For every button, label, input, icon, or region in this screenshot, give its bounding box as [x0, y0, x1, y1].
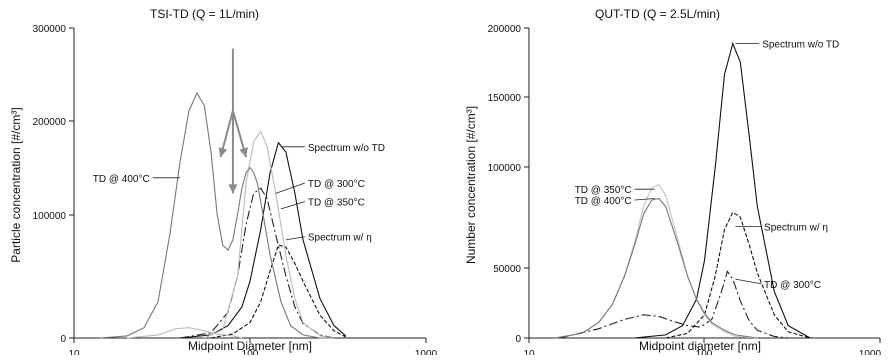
chart-right-ytick-label: 200000 [488, 24, 522, 35]
chart-right: QUT-TD (Q = 2.5L/min) Number concentrati… [464, 7, 882, 360]
chart-left-arrow-head [239, 147, 248, 158]
chart-right-annotation-leader [634, 198, 655, 201]
chart-right-series-line-0 [634, 41, 811, 339]
chart-right-annotation-label: Spectrum w/o TD [762, 40, 839, 51]
chart-right-annotation-label: Spectrum w/ η [764, 222, 828, 233]
chart-left-annotation-label: TD @ 300°C [308, 179, 365, 190]
chart-left-series-line-3 [204, 130, 335, 339]
chart-left-arrow-head [218, 147, 228, 158]
chart-left-ytick-label: 0 [60, 334, 66, 345]
chart-right-annotation-label: TD @ 400°C [575, 196, 632, 207]
chart-left-series-line-2 [179, 187, 335, 339]
chart-right-plot-area: Spectrum w/o TD TD @ 350°CTD @ 400°C Spect… [554, 40, 839, 339]
chart-left-series-line-4 [99, 91, 334, 339]
chart-left-series-line-0 [179, 141, 347, 339]
chart-left-title: TSI-TD (Q = 1L/min) [150, 7, 259, 21]
chart-left-annotation-leader [275, 182, 306, 194]
chart-right-title: QUT-TD (Q = 2.5L/min) [595, 7, 720, 21]
chart-right-ytick-label: 100000 [488, 163, 522, 174]
chart-right-ylabel: Number concentration [#/cm³] [464, 106, 478, 264]
chart-left-xtick-label: 10 [68, 349, 80, 355]
chart-left-series-line-1 [210, 244, 347, 339]
chart-left-xtick-label: 100 [242, 349, 259, 355]
chart-right-series-line-4 [554, 197, 758, 339]
chart-right-annotation-label: TD @ 300°C [764, 280, 821, 291]
chart-right-ytick-label: 50000 [493, 264, 521, 275]
chart-right-xlabel: Midpoint diameter [nm] [639, 339, 761, 353]
chart-left-plot-area: Spectrum w/o TD TD @ 300°C TD @ 350°C Spect… [93, 48, 385, 339]
chart-left-arrow-head [228, 184, 238, 194]
chart-left-xtick-label: 1000 [415, 349, 438, 355]
chart-left-annotation-leader [285, 236, 305, 241]
chart-right-ytick-label: 0 [515, 334, 521, 345]
chart-left-annotation-leader [280, 201, 305, 210]
chart-right-annotation-label: TD @ 350°C [575, 185, 632, 196]
chart-right-xtick-label: 100 [696, 349, 713, 355]
chart-right-annotation-leader [735, 278, 762, 285]
chart-right-series-line-3 [554, 183, 758, 339]
chart-right-series-line-1 [665, 211, 811, 339]
chart-left-annotation-label: TD @ 400°C [93, 174, 150, 185]
chart-left-ytick-label: 300000 [33, 24, 67, 35]
chart-left-annotation-label: TD @ 350°C [308, 198, 365, 209]
chart-right-xtick-label: 10 [523, 349, 535, 355]
chart-left-series-line-5 [126, 327, 243, 339]
chart-left-ytick-label: 200000 [33, 117, 67, 128]
chart-left: TSI-TD (Q = 1L/min) Particle concentrati… [9, 7, 438, 360]
chart-left-annotation-label: Spectrum w/ η [308, 233, 372, 244]
chart-right-series-line-2 [559, 270, 789, 339]
chart-right-ytick-label: 150000 [488, 93, 522, 104]
chart-left-annotation-label: Spectrum w/o TD [308, 143, 385, 154]
chart-right-xtick-label: 1000 [859, 349, 882, 355]
chart-left-ylabel: Particle concentration [#/cm³] [9, 107, 23, 262]
chart-left-ytick-label: 100000 [33, 211, 67, 222]
chart-left-xlabel: Midpoint Diameter [nm] [188, 339, 312, 353]
